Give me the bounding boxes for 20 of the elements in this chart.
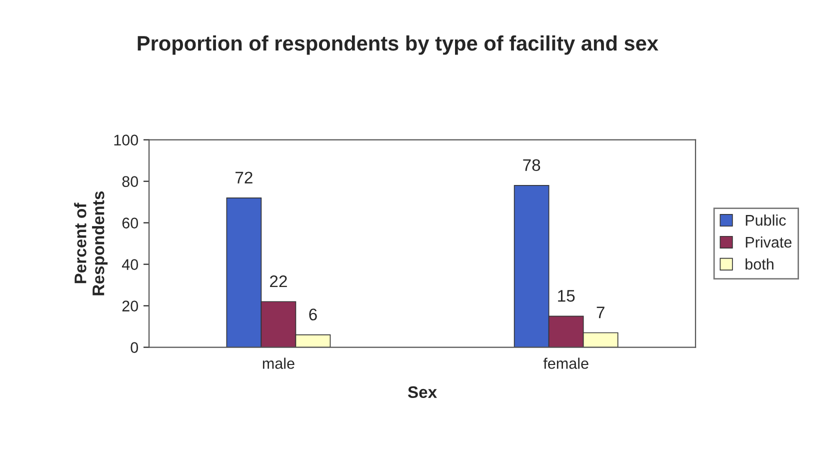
x-tick-label: female [543, 358, 588, 369]
y-tick-label: 80 [122, 176, 138, 187]
x-tick-label: male [262, 358, 294, 369]
y-tick-label: 20 [122, 300, 138, 312]
legend-label: Public [746, 214, 786, 226]
y-axis-title: Percent of Respondents [74, 191, 108, 296]
y-tick-label: 60 [122, 218, 138, 228]
data-label: 72 [236, 172, 252, 184]
data-label: 78 [523, 159, 540, 172]
data-label: 15 [558, 290, 575, 302]
chart-title: Proportion of respondents by type of facility and sex [138, 35, 658, 55]
data-label: 7 [596, 306, 604, 318]
x-axis-title: Sex [408, 386, 437, 398]
y-tick-label: 40 [122, 259, 138, 270]
legend-label: Private [746, 236, 792, 248]
y-tick-label: 100 [114, 134, 138, 146]
data-label: 6 [309, 308, 317, 320]
legend-label: both [746, 258, 774, 270]
data-label: 22 [270, 275, 287, 288]
y-tick-label: 0 [130, 342, 138, 353]
